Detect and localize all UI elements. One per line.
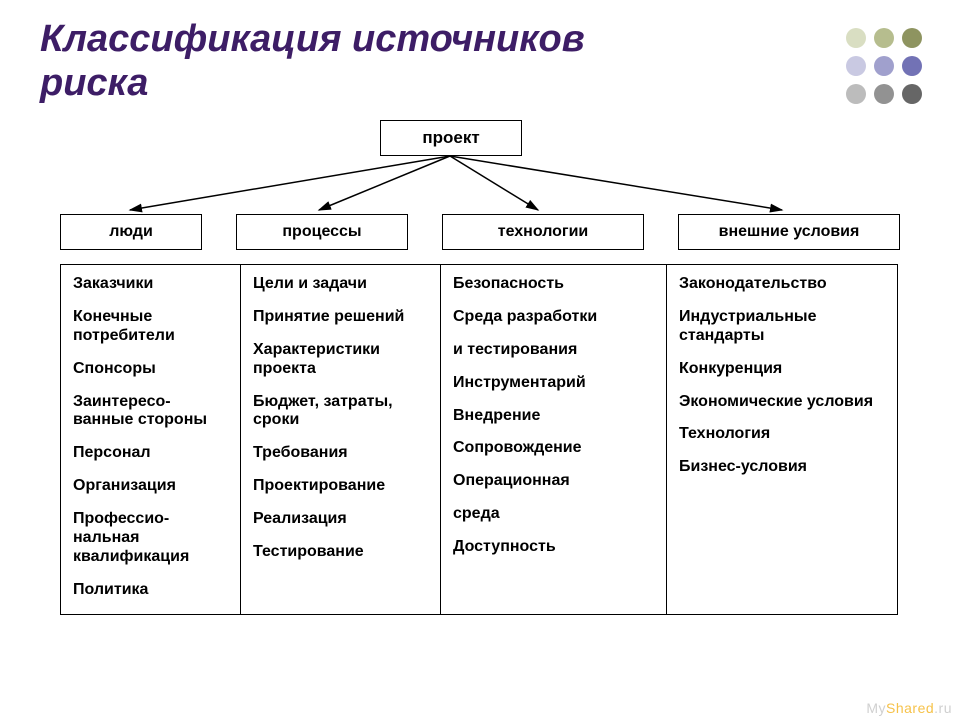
title-line-2: риска xyxy=(40,62,148,104)
table-item: Операционная xyxy=(453,472,656,491)
table-item: Сопровождение xyxy=(453,439,656,458)
table-item: Персонал xyxy=(73,444,230,463)
table-item: Конечные потребители xyxy=(73,308,230,346)
table-item: среда xyxy=(453,505,656,524)
dot-icon xyxy=(874,56,894,76)
table-item: Бизнес-условия xyxy=(679,458,887,477)
table-item: Профессио-нальная квалификация xyxy=(73,510,230,567)
tree-category-node: внешние условия xyxy=(678,214,900,250)
tree-category-label: технологии xyxy=(498,223,589,240)
table-item: Требования xyxy=(253,444,430,463)
table-item: Бюджет, затраты, сроки xyxy=(253,393,430,431)
tree-category-row: люди процессы технологии внешние условия xyxy=(60,214,900,250)
table-item: Внедрение xyxy=(453,407,656,426)
title-line-1: Классификация источников xyxy=(40,18,585,60)
dot-icon xyxy=(902,28,922,48)
dot-icon xyxy=(874,28,894,48)
dot-icon xyxy=(846,84,866,104)
decorative-dots xyxy=(846,28,924,106)
table-column: Заказчики Конечные потребители Спонсоры Заи… xyxy=(61,265,241,614)
table-item: Тестирование xyxy=(253,543,430,562)
tree-category-label: внешние условия xyxy=(719,223,860,240)
tree-arrows xyxy=(60,154,900,214)
table-item: Инструментарий xyxy=(453,374,656,393)
table-item: Среда разработки xyxy=(453,308,656,327)
tree-category-label: процессы xyxy=(282,223,361,240)
tree-root-node: проект xyxy=(380,120,522,156)
table-item: Безопасность xyxy=(453,275,656,294)
dot-icon xyxy=(846,56,866,76)
table-item: Экономические условия xyxy=(679,393,887,412)
table-item: Политика xyxy=(73,581,230,600)
table-item: Спонсоры xyxy=(73,360,230,379)
dot-icon xyxy=(902,84,922,104)
watermark-rest: .ru xyxy=(934,700,952,716)
table-item: и тестирования xyxy=(453,341,656,360)
tree-category-node: люди xyxy=(60,214,202,250)
table-item: Законодательство xyxy=(679,275,887,294)
tree-category-label: люди xyxy=(109,223,153,240)
table-item: Характеристики проекта xyxy=(253,341,430,379)
dot-icon xyxy=(902,56,922,76)
table-column: Безопасность Среда разработки и тестирован… xyxy=(441,265,667,614)
table-item: Реализация xyxy=(253,510,430,529)
table-item: Конкуренция xyxy=(679,360,887,379)
table-column: Цели и задачи Принятие решений Характерист… xyxy=(241,265,441,614)
table-item: Заказчики xyxy=(73,275,230,294)
table-item: Индустриальные стандарты xyxy=(679,308,887,346)
dot-icon xyxy=(846,28,866,48)
details-table: Заказчики Конечные потребители Спонсоры Заи… xyxy=(60,264,898,615)
watermark: MyShared.ru xyxy=(866,700,952,716)
table-item: Принятие решений xyxy=(253,308,430,327)
watermark-highlight: Shared xyxy=(886,700,934,716)
dot-icon xyxy=(874,84,894,104)
table-item: Технология xyxy=(679,425,887,444)
tree-category-node: процессы xyxy=(236,214,408,250)
watermark-text: My xyxy=(866,700,886,716)
table-item: Доступность xyxy=(453,538,656,557)
table-item: Заинтересо-ванные стороны xyxy=(73,393,230,431)
tree-root-label: проект xyxy=(422,128,479,147)
slide-title: Классификация источников риска xyxy=(40,18,585,105)
table-item: Проектирование xyxy=(253,477,430,496)
table-column: Законодательство Индустриальные стандарты… xyxy=(667,265,897,614)
table-item: Организация xyxy=(73,477,230,496)
table-item: Цели и задачи xyxy=(253,275,430,294)
tree-category-node: технологии xyxy=(442,214,644,250)
